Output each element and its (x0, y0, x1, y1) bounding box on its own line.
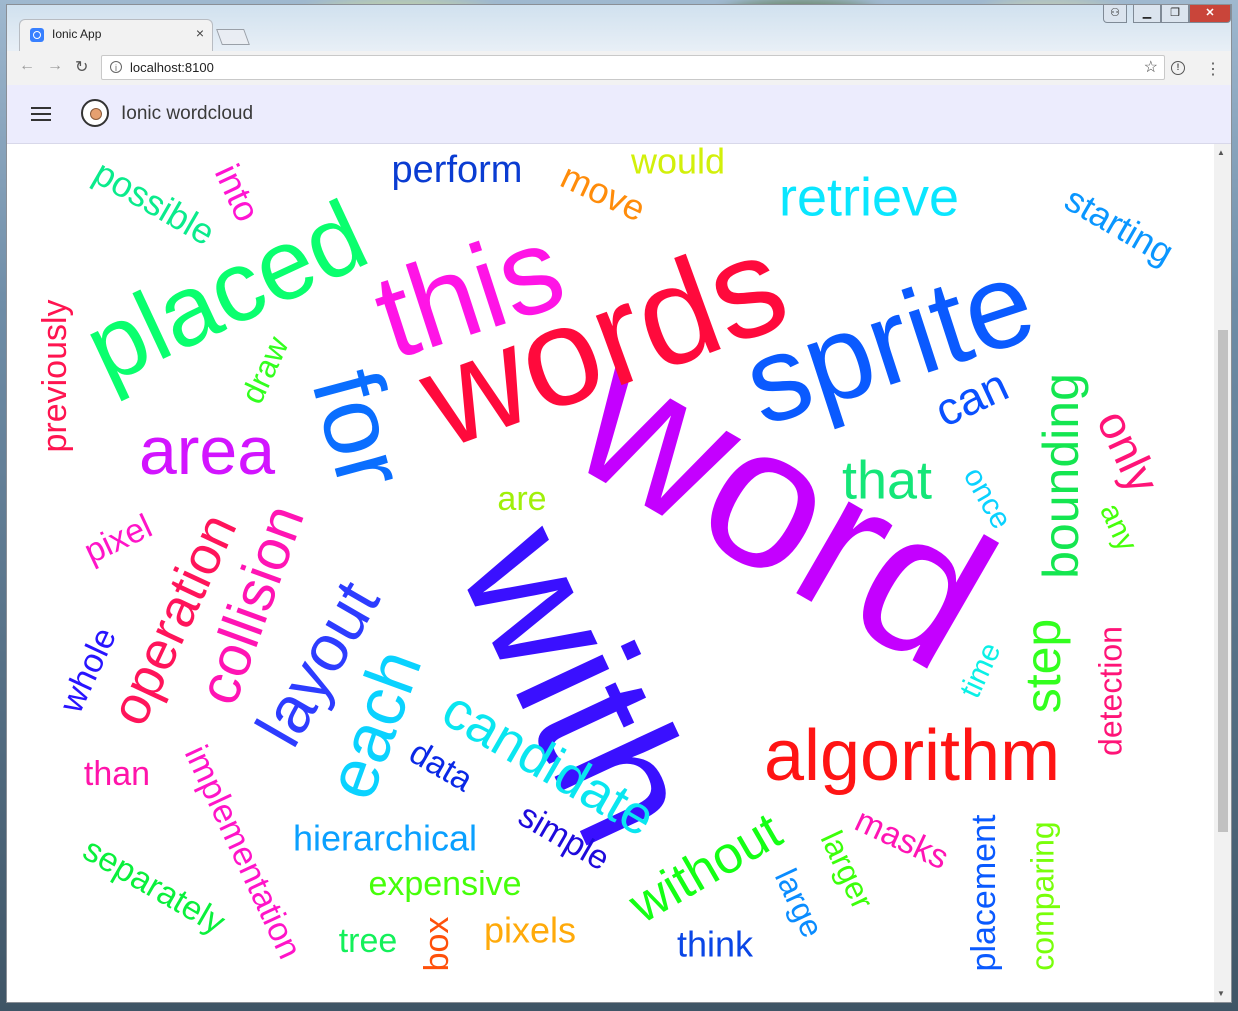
app-logo-icon (81, 99, 109, 127)
word-possible: possible (87, 152, 222, 254)
hamburger-menu-icon[interactable] (31, 107, 51, 121)
close-icon: ✕ (1205, 7, 1215, 19)
word-that: that (842, 450, 932, 510)
word-placement: placement (965, 814, 1003, 971)
word-tree: tree (339, 922, 398, 960)
word-hierarchical: hierarchical (293, 818, 477, 859)
restore-icon: ❐ (1170, 7, 1180, 19)
word-would: would (630, 144, 725, 182)
scroll-down-arrow-icon[interactable]: ▼ (1217, 989, 1225, 998)
word-pixels: pixels (484, 910, 576, 951)
word-step: step (1015, 619, 1071, 714)
word-expensive: expensive (368, 865, 521, 903)
word-detection: detection (1092, 626, 1128, 756)
url-text[interactable]: localhost:8100 (130, 60, 214, 75)
minimize-icon: ▁ (1142, 7, 1152, 19)
scroll-thumb[interactable] (1218, 330, 1228, 832)
app-header: Ionic wordcloud (7, 85, 1231, 144)
minimize-button[interactable]: ▁ (1133, 5, 1161, 23)
word-than: than (84, 755, 150, 793)
tab-close-icon[interactable]: × (195, 25, 204, 41)
maximize-button[interactable]: ❐ (1161, 5, 1189, 23)
new-tab-button[interactable] (216, 29, 250, 45)
word-area: area (139, 413, 275, 489)
word-sprite: sprite (729, 233, 1049, 451)
word-previously: previously (36, 299, 74, 452)
word-only: only (1087, 402, 1170, 500)
word-retrieve: retrieve (779, 167, 959, 227)
word-comparing: comparing (1024, 821, 1060, 970)
address-bar[interactable]: i localhost:8100 ☆ (101, 55, 1165, 80)
word-bounding: bounding (1033, 373, 1089, 579)
wordcloud: wordwithwordsspritethisplacedforareaalgo… (36, 144, 1181, 972)
browser-toolbar: ← → ↻ i localhost:8100 ☆ ! ⋮ (7, 51, 1231, 86)
back-button[interactable]: ← (19, 57, 35, 74)
scroll-up-arrow-icon[interactable]: ▲ (1217, 148, 1225, 157)
site-info-icon[interactable]: i (110, 61, 122, 73)
wordcloud-content: word with words sprite this placed for area algo… (7, 144, 1231, 1002)
forward-button[interactable]: → (47, 57, 63, 74)
word-time: time (954, 638, 1008, 703)
word-think: think (677, 924, 754, 965)
word-perform: perform (392, 149, 523, 191)
user-profile-button[interactable]: ⚇ (1103, 5, 1127, 23)
vertical-scrollbar[interactable]: ▲ ▼ (1214, 144, 1231, 1002)
title-bar: Ionic App × ⚇ ▁ ❐ ✕ (7, 5, 1231, 51)
browser-menu-icon[interactable]: ⋮ (1205, 61, 1221, 78)
word-any: any (1093, 498, 1143, 556)
word-box: box (418, 917, 456, 972)
extension-icon[interactable]: ! (1171, 61, 1185, 75)
word-separately: separately (77, 831, 232, 942)
word-large: large (768, 863, 831, 943)
browser-window: Ionic App × ⚇ ▁ ❐ ✕ ← → ↻ i localhost:81… (6, 4, 1232, 1003)
word-are: are (497, 480, 546, 518)
bookmark-star-icon[interactable]: ☆ (1143, 59, 1158, 76)
close-window-button[interactable]: ✕ (1189, 5, 1231, 23)
word-algorithm: algorithm (764, 716, 1060, 796)
browser-tab[interactable]: Ionic App × (19, 19, 213, 51)
user-icon: ⚇ (1110, 7, 1120, 19)
word-pixel: pixel (78, 507, 157, 571)
app-title: Ionic wordcloud (121, 103, 254, 124)
reload-button[interactable]: ↻ (75, 59, 89, 76)
tab-title: Ionic App (52, 27, 102, 41)
word-starting: starting (1058, 178, 1181, 273)
ionic-favicon-icon (30, 28, 44, 42)
